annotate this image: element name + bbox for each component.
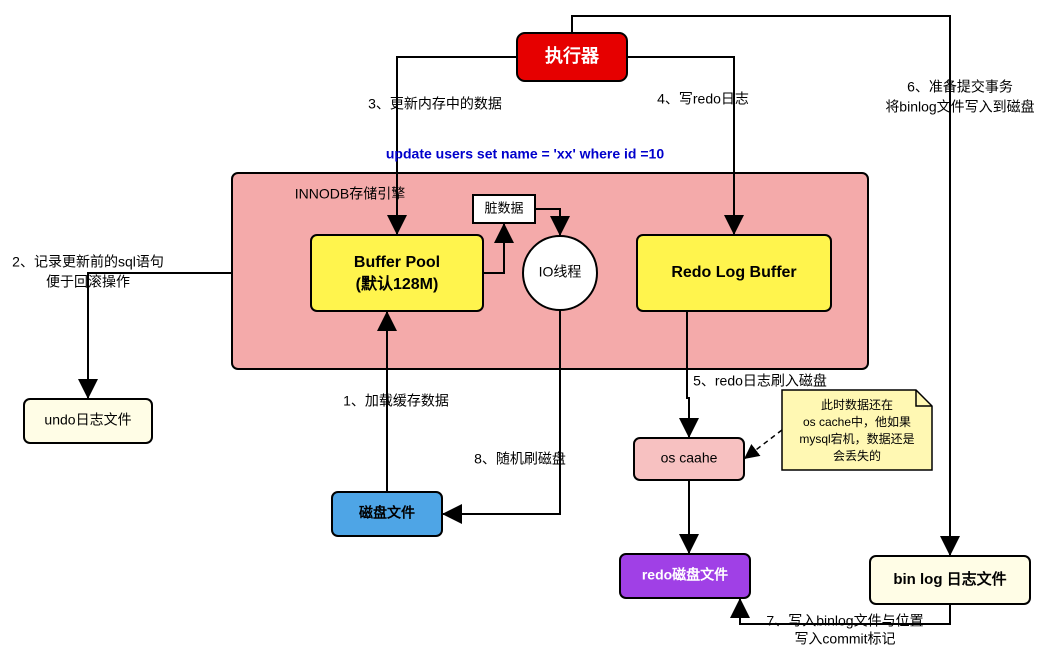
svg-text:redo磁盘文件: redo磁盘文件: [642, 567, 728, 583]
svg-text:4、写redo日志: 4、写redo日志: [657, 91, 749, 107]
svg-text:磁盘文件: 磁盘文件: [359, 505, 415, 521]
svg-text:IO线程: IO线程: [539, 264, 582, 280]
svg-text:os caahe: os caahe: [661, 450, 718, 466]
svg-text:脏数据: 脏数据: [484, 200, 523, 215]
svg-text:INNODB存储引擎: INNODB存储引擎: [295, 186, 405, 202]
arrow-note-oscache: [744, 430, 782, 459]
svg-text:update users set name = 'xx' w: update users set name = 'xx' where id =1…: [386, 146, 664, 162]
svg-text:mysql宕机，数据还是: mysql宕机，数据还是: [799, 431, 914, 446]
svg-text:6、准备提交事务: 6、准备提交事务: [907, 79, 1013, 95]
svg-text:8、随机刷磁盘: 8、随机刷磁盘: [474, 451, 566, 467]
svg-text:(默认128M): (默认128M): [356, 274, 439, 293]
svg-text:此时数据还在: 此时数据还在: [821, 397, 893, 412]
svg-text:5、redo日志刷入磁盘: 5、redo日志刷入磁盘: [693, 373, 827, 389]
buffer-pool-box: [311, 235, 483, 311]
svg-text:执行器: 执行器: [545, 45, 600, 66]
svg-text:写入commit标记: 写入commit标记: [794, 631, 895, 647]
svg-text:bin log 日志文件: bin log 日志文件: [893, 570, 1006, 588]
svg-text:1、加载缓存数据: 1、加载缓存数据: [343, 393, 449, 409]
svg-text:os cache中，他如果: os cache中，他如果: [803, 414, 911, 429]
svg-text:将binlog文件写入到磁盘: 将binlog文件写入到磁盘: [885, 99, 1034, 115]
svg-text:会丢失的: 会丢失的: [833, 448, 881, 463]
svg-text:undo日志文件: undo日志文件: [44, 412, 131, 428]
svg-text:3、更新内存中的数据: 3、更新内存中的数据: [368, 96, 502, 112]
svg-text:2、记录更新前的sql语句: 2、记录更新前的sql语句: [12, 254, 164, 270]
svg-text:Redo Log Buffer: Redo Log Buffer: [671, 264, 796, 281]
svg-text:Buffer Pool: Buffer Pool: [354, 254, 440, 271]
svg-text:便于回滚操作: 便于回滚操作: [46, 274, 130, 290]
svg-text:7、写入binlog文件与位置: 7、写入binlog文件与位置: [766, 613, 923, 629]
arrow-2: [88, 273, 232, 399]
